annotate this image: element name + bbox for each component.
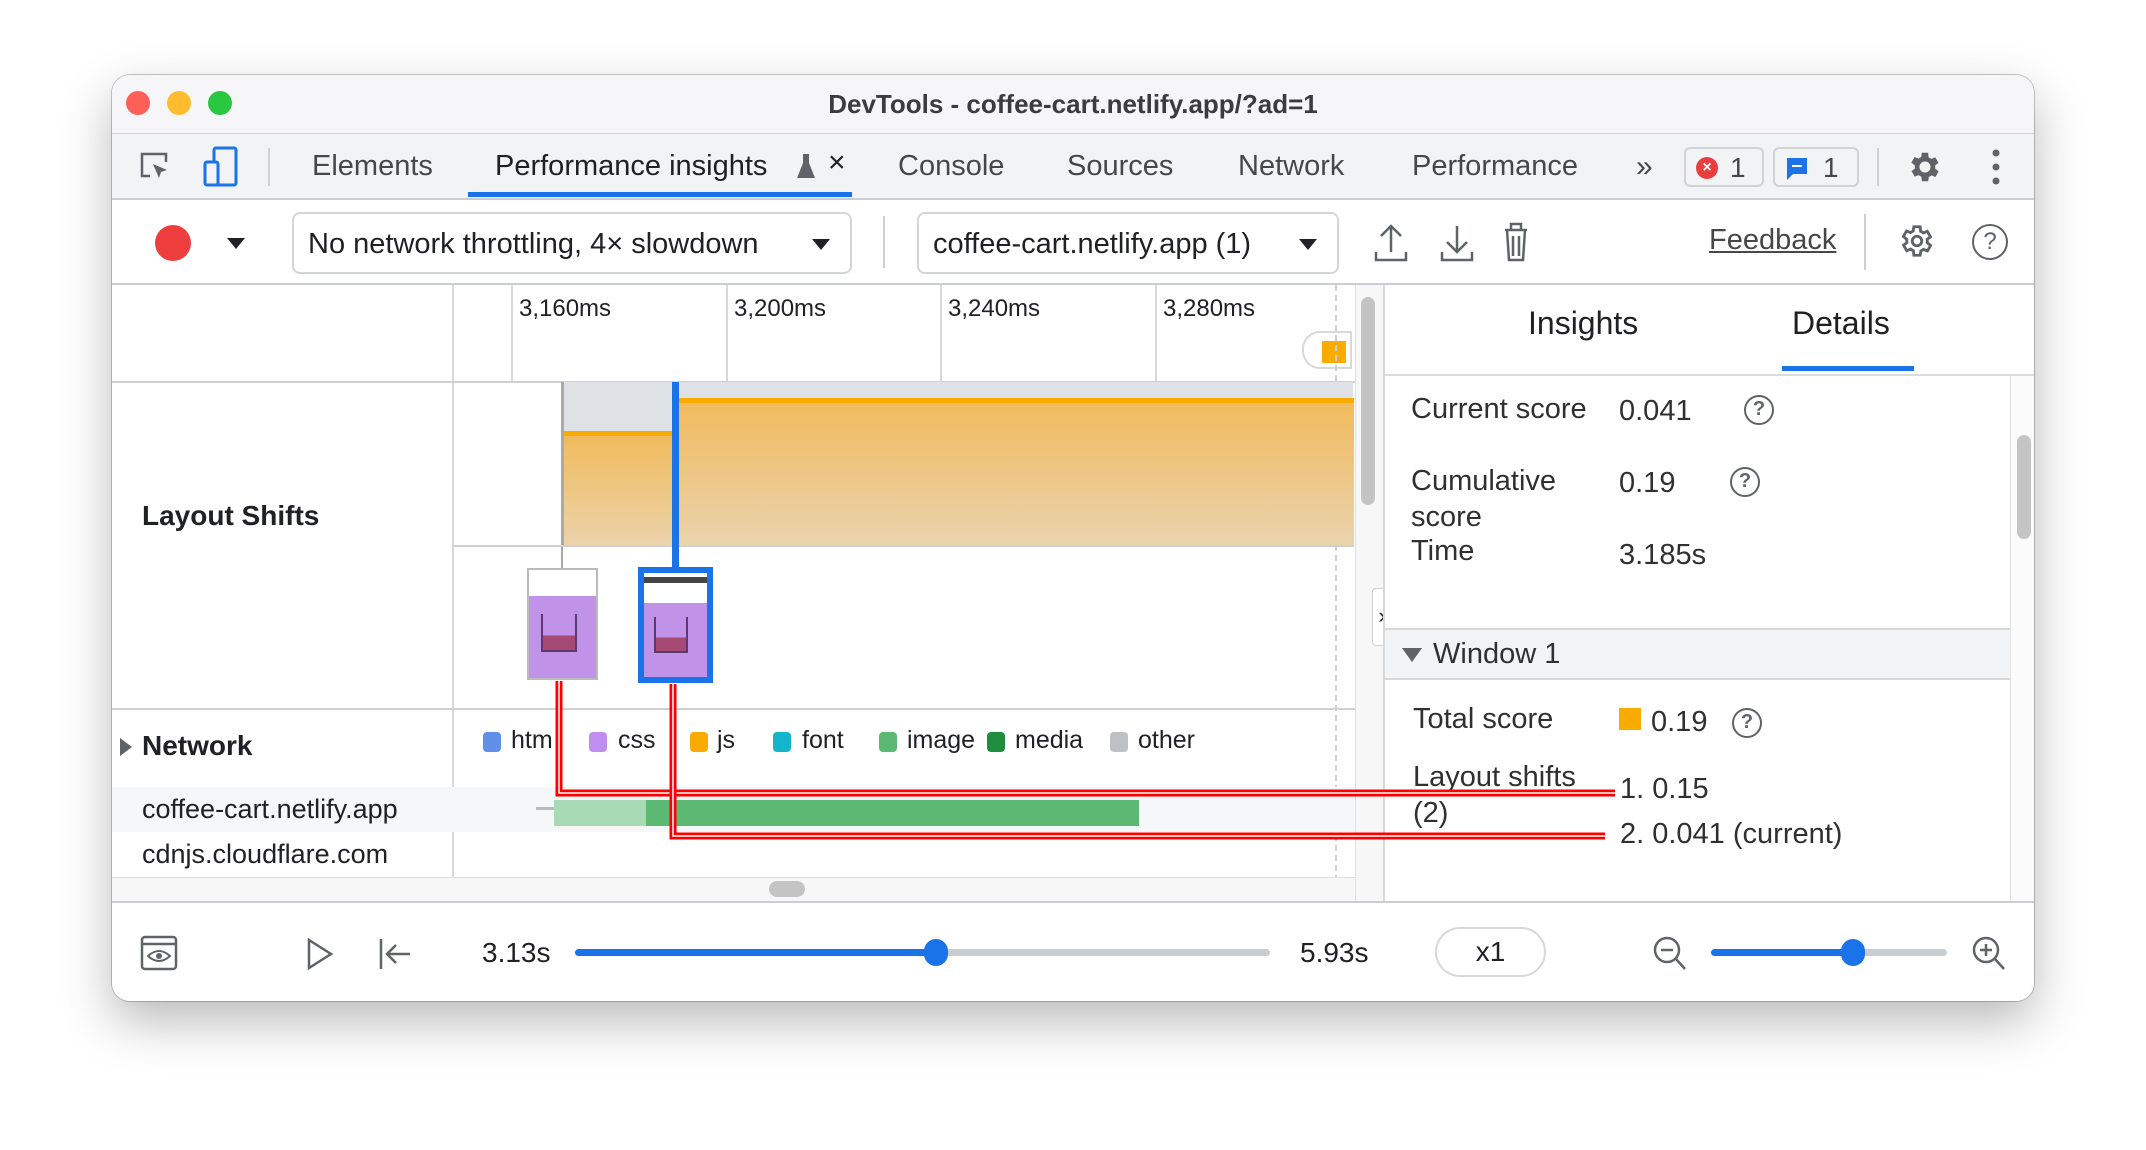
tab-insights[interactable]: Insights <box>1528 305 1639 341</box>
total-score-value: 0.19 <box>1651 706 1708 738</box>
details-panel: Insights Details Current score 0.041 ? C… <box>1383 285 2034 901</box>
experiment-flask-icon <box>797 154 815 178</box>
cumulative-score-value: 0.19 <box>1619 467 1676 499</box>
layout-shift-window[interactable] <box>561 382 1354 545</box>
record-options-dropdown[interactable] <box>227 238 245 249</box>
layout-shift-2[interactable] <box>678 398 1354 545</box>
tick-label: 3,280ms <box>1163 295 1256 322</box>
chevron-down-icon <box>812 239 830 250</box>
zoom-slider-thumb[interactable] <box>1840 939 1865 966</box>
capture-settings-gear-icon[interactable] <box>1898 222 1936 260</box>
layout-shift-link-1[interactable]: 1. 0.15 <box>1620 773 1709 805</box>
tab-sources[interactable]: Sources <box>1067 150 1174 182</box>
layout-shift-1[interactable] <box>564 431 678 545</box>
more-options-icon[interactable] <box>1990 148 2002 186</box>
expand-triangle-icon[interactable] <box>118 736 134 758</box>
layout-shift-link-2[interactable]: 2. 0.041 (current) <box>1620 818 1843 850</box>
tick-label: 3,160ms <box>519 295 612 322</box>
download-icon[interactable] <box>1440 222 1474 262</box>
help-icon[interactable]: ? <box>1730 467 1760 497</box>
time-value: 3.185s <box>1619 539 1707 571</box>
tick-label: 3,240ms <box>948 295 1041 322</box>
tab-performance[interactable]: Performance <box>1412 150 1579 182</box>
collapse-triangle-icon <box>1402 648 1422 662</box>
playback-bar: 3.13s 5.93s x1 <box>112 901 2034 1001</box>
throttling-select[interactable]: No network throttling, 4× slowdown <box>292 212 852 274</box>
track-label-layout-shifts: Layout Shifts <box>142 500 320 531</box>
panel-tab-bar: Elements Performance insights × Console … <box>112 134 2034 200</box>
errors-badge[interactable]: × 1 <box>1684 147 1764 187</box>
show-screenshots-eye-icon[interactable] <box>140 935 178 971</box>
maximize-window-button[interactable] <box>208 91 232 115</box>
coffee-cup-icon <box>541 614 577 652</box>
layout-shift-screenshot[interactable] <box>527 568 598 680</box>
tick-label: 3,200ms <box>734 295 827 322</box>
chevron-down-icon <box>1299 239 1317 250</box>
performance-toolbar: No network throttling, 4× slowdown coffe… <box>112 200 2034 285</box>
more-tabs-icon[interactable]: » <box>1636 150 1653 183</box>
feedback-link[interactable]: Feedback <box>1709 224 1837 256</box>
tab-performance-insights[interactable]: Performance insights <box>495 150 768 182</box>
current-score-value: 0.041 <box>1619 395 1692 427</box>
network-row-label: coffee-cart.netlify.app <box>142 794 398 824</box>
playback-end-time: 5.93s <box>1300 937 1369 968</box>
active-tab-indicator <box>468 192 852 197</box>
window-1-header[interactable]: Window 1 <box>1385 628 2010 680</box>
tab-details[interactable]: Details <box>1792 305 1890 341</box>
devtools-window: DevTools - coffee-cart.netlify.app/?ad=1… <box>112 75 2034 1001</box>
network-legend: htm css js font image media other <box>452 710 1355 780</box>
coffee-cup-icon <box>654 617 688 653</box>
messages-badge[interactable]: 1 <box>1773 147 1859 187</box>
zoom-slider[interactable] <box>1711 939 1947 966</box>
minimize-window-button[interactable] <box>167 91 191 115</box>
window-title: DevTools - coffee-cart.netlify.app/?ad=1 <box>828 89 1318 119</box>
title-bar: DevTools - coffee-cart.netlify.app/?ad=1 <box>112 75 2034 134</box>
playback-slider[interactable] <box>575 939 1270 966</box>
delete-trash-icon[interactable] <box>1502 220 1530 262</box>
active-tab-indicator <box>1782 366 1914 371</box>
request-bar-waiting[interactable] <box>554 800 646 826</box>
error-icon: × <box>1696 157 1718 179</box>
zoom-out-icon[interactable] <box>1652 935 1688 973</box>
message-icon <box>1787 158 1807 180</box>
playback-slider-thumb[interactable] <box>924 939 949 966</box>
jump-to-start-icon[interactable] <box>378 937 414 971</box>
close-window-button[interactable] <box>126 91 150 115</box>
inspect-element-icon[interactable] <box>138 150 172 184</box>
current-shift-marker <box>672 382 679 568</box>
upload-icon[interactable] <box>1374 222 1408 262</box>
playback-speed-button[interactable]: x1 <box>1435 927 1546 977</box>
tab-elements[interactable]: Elements <box>312 150 433 182</box>
zoom-in-icon[interactable] <box>1971 935 2007 973</box>
close-tab-icon[interactable]: × <box>828 146 846 179</box>
tab-console[interactable]: Console <box>898 150 1005 182</box>
panel-scrollbar[interactable] <box>2017 435 2031 539</box>
horizontal-scrollbar[interactable] <box>769 881 805 897</box>
help-icon[interactable]: ? <box>1744 395 1774 425</box>
request-bar-download[interactable] <box>646 800 1139 826</box>
record-button[interactable] <box>155 225 191 261</box>
page-select[interactable]: coffee-cart.netlify.app (1) <box>917 212 1339 274</box>
score-color-swatch <box>1619 708 1641 730</box>
layout-shift-screenshot-current[interactable] <box>638 567 713 683</box>
vertical-scrollbar[interactable] <box>1361 297 1375 505</box>
network-row-label: cdnjs.cloudflare.com <box>142 839 389 869</box>
track-label-network[interactable]: Network <box>142 730 253 761</box>
tab-network[interactable]: Network <box>1238 150 1345 182</box>
timeline-area: 3,160ms 3,200ms 3,240ms 3,280ms Layout S… <box>112 285 1355 901</box>
layout-shift-marker[interactable] <box>1302 331 1352 369</box>
playback-start-time: 3.13s <box>482 937 551 968</box>
play-icon[interactable] <box>306 937 334 971</box>
device-toolbar-icon[interactable] <box>202 146 238 188</box>
settings-gear-icon[interactable] <box>1906 148 1944 186</box>
help-icon[interactable]: ? <box>1972 224 2008 260</box>
help-icon[interactable]: ? <box>1732 708 1762 738</box>
